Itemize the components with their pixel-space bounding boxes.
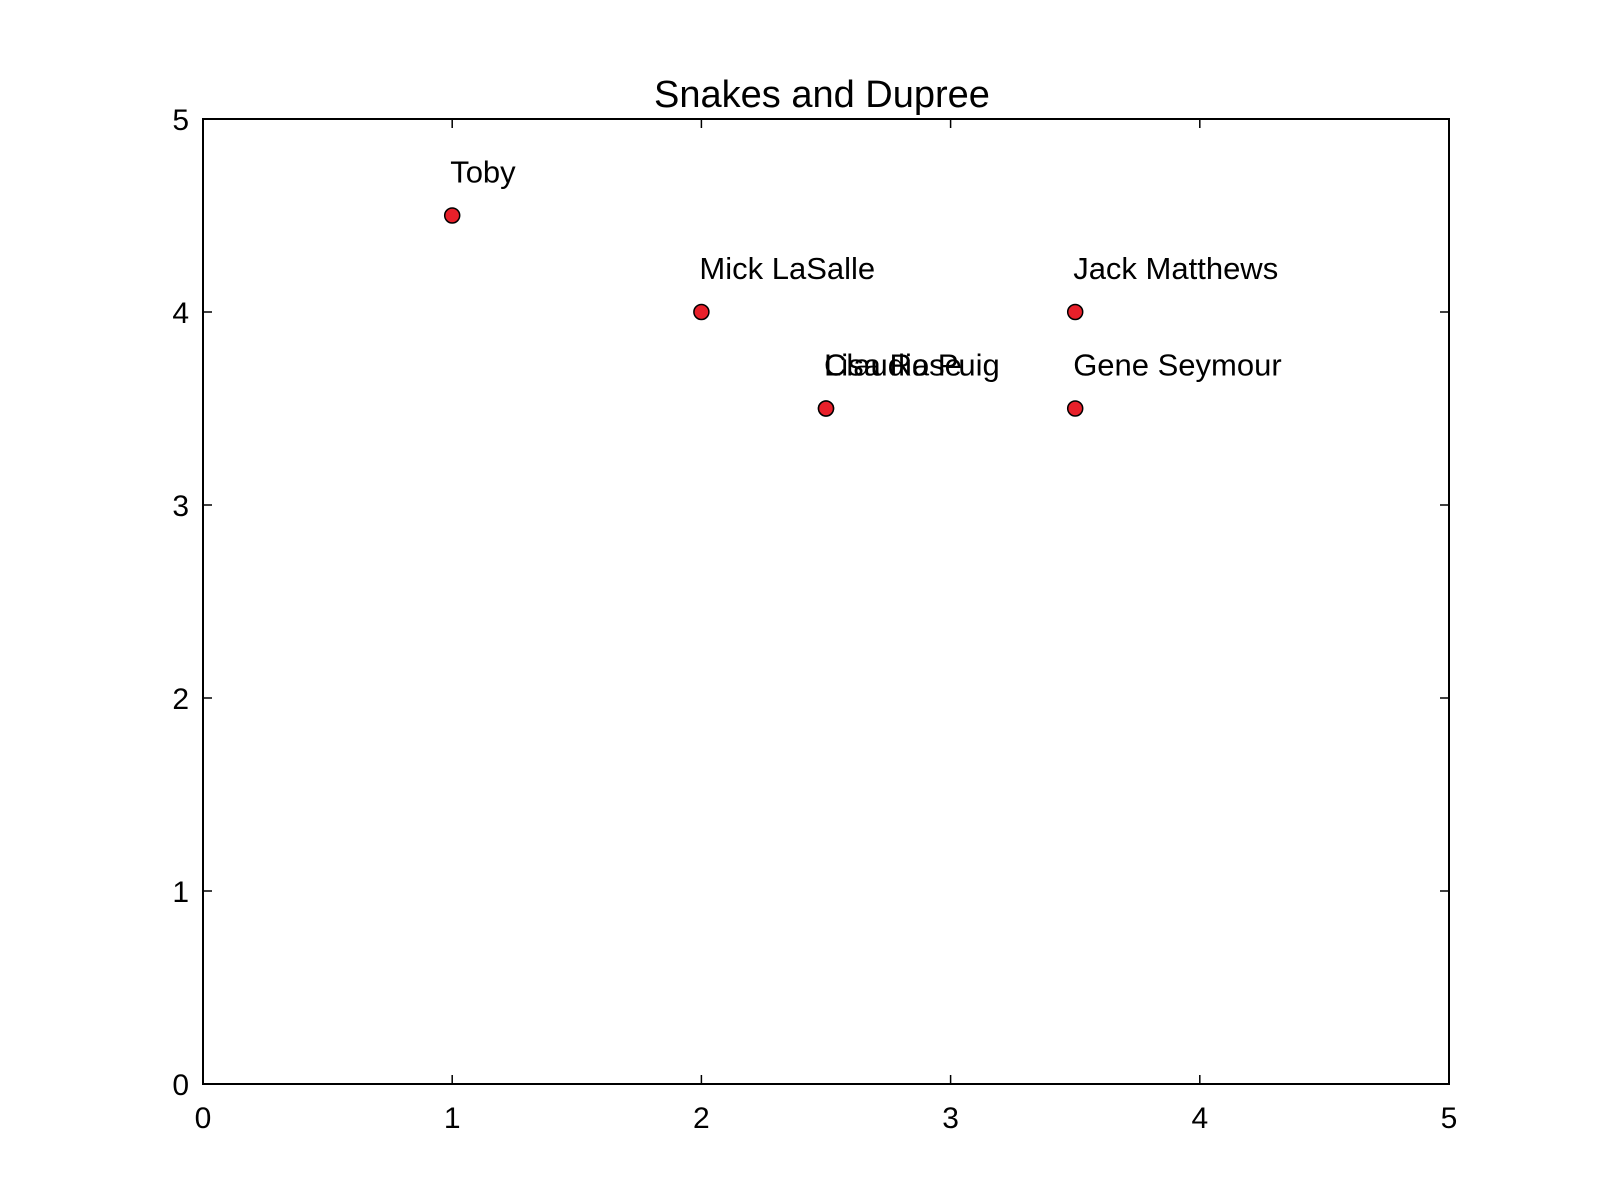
x-tick-label: 1 — [444, 1102, 461, 1135]
y-tick-label: 5 — [172, 104, 189, 137]
data-point — [1066, 303, 1084, 321]
x-tick-label: 0 — [195, 1102, 212, 1135]
x-tick-label: 2 — [693, 1102, 710, 1135]
x-tick-label: 3 — [942, 1102, 959, 1135]
axes — [202, 118, 1450, 1085]
y-tick-label: 0 — [172, 1069, 189, 1102]
data-points — [443, 207, 1084, 417]
point-label: Jack Matthews — [1073, 251, 1278, 286]
chart-title: Snakes and Dupree — [654, 74, 990, 116]
y-tick-label: 3 — [172, 490, 189, 523]
y-tick-label: 4 — [172, 297, 189, 330]
data-point — [817, 400, 835, 417]
data-point — [443, 207, 461, 224]
x-tick-label: 5 — [1441, 1102, 1458, 1135]
point-label: Gene Seymour — [1073, 348, 1282, 383]
point-label: Claudia Puig — [824, 348, 1000, 383]
point-label: Toby — [450, 155, 516, 190]
ticks: 0 1 2 3 4 5 0 1 2 3 4 5 — [172, 104, 1457, 1135]
y-tick-label: 1 — [172, 876, 189, 909]
point-label: Lisa Rose — [824, 348, 962, 383]
data-point — [693, 303, 710, 321]
x-tick-label: 4 — [1191, 1102, 1208, 1135]
data-point — [1066, 400, 1084, 417]
y-tick-label: 2 — [172, 683, 189, 716]
plot-frame — [202, 118, 1450, 1085]
point-label: Mick LaSalle — [699, 251, 875, 286]
